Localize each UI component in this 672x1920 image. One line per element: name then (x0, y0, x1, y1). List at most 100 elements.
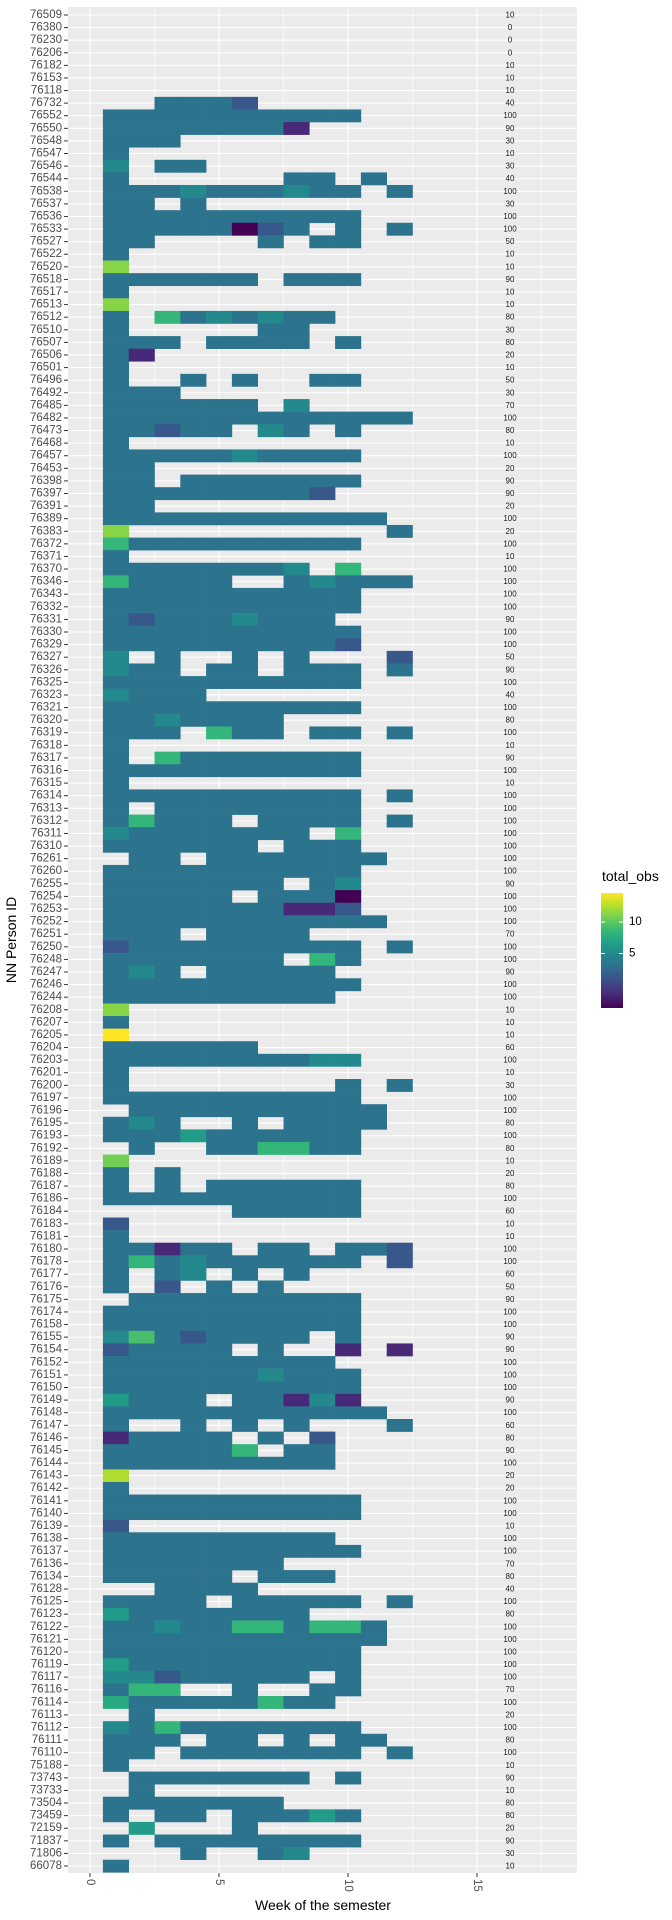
heatmap-tile (128, 1557, 155, 1571)
y-tick-label: 76457 (30, 450, 62, 462)
heatmap-tile (206, 915, 233, 929)
heatmap-tile (309, 1368, 336, 1382)
row-total-label: 20 (506, 464, 515, 473)
heatmap-tile (231, 827, 258, 841)
heatmap-tile (128, 109, 155, 123)
heatmap-tile (283, 1393, 310, 1407)
heatmap-tile (206, 1620, 233, 1634)
heatmap-tile (257, 449, 284, 463)
heatmap-tile (154, 953, 181, 966)
heatmap-tile (231, 701, 258, 715)
heatmap-tile (102, 1280, 129, 1294)
heatmap-tile (180, 839, 207, 853)
heatmap-tile (335, 210, 362, 224)
y-tick-label: 76147 (30, 1419, 62, 1431)
row-total-label: 90 (506, 879, 515, 888)
row-total-label: 90 (506, 753, 515, 762)
heatmap-tile (231, 1393, 258, 1407)
heatmap-tile (335, 625, 362, 639)
y-tick-label: 76501 (30, 362, 62, 374)
heatmap-tile (309, 235, 336, 249)
heatmap-tile (309, 915, 336, 929)
heatmap-tile (231, 965, 258, 979)
heatmap-tile (180, 1343, 207, 1357)
heatmap-tile (154, 1834, 181, 1848)
heatmap-tile (335, 1381, 362, 1395)
heatmap-tile (231, 1418, 258, 1432)
heatmap-tile (128, 499, 155, 513)
heatmap-tile (128, 688, 155, 702)
y-tick-label: 76316 (30, 765, 62, 777)
heatmap-tile (283, 1494, 310, 1508)
heatmap-tile (180, 713, 207, 727)
heatmap-tile (102, 1620, 129, 1634)
y-tick-label: 76512 (30, 311, 62, 323)
heatmap-tile (154, 1330, 181, 1344)
heatmap-tile (128, 1696, 155, 1709)
heatmap-tile (283, 1834, 310, 1848)
heatmap-tile (180, 1393, 207, 1407)
heatmap-tile (335, 1091, 362, 1105)
heatmap-tile (309, 638, 336, 652)
row-total-label: 50 (506, 1282, 515, 1291)
y-tick-label: 76153 (30, 72, 62, 84)
heatmap-tile (231, 562, 258, 576)
heatmap-tile (206, 1570, 233, 1583)
heatmap-tile (154, 1280, 181, 1294)
heatmap-tile (180, 96, 207, 110)
row-total-label: 20 (506, 1169, 515, 1178)
heatmap-tile (283, 663, 310, 677)
heatmap-tile (102, 524, 129, 538)
heatmap-tile (360, 172, 387, 186)
heatmap-tile (154, 1104, 181, 1118)
heatmap-tile (309, 1809, 336, 1823)
heatmap-tile (283, 600, 310, 614)
y-tick-label: 76317 (30, 752, 62, 764)
heatmap-tile (154, 1116, 181, 1130)
heatmap-tile (231, 1381, 258, 1395)
heatmap-tile (231, 625, 258, 639)
y-tick-label: 76329 (30, 639, 62, 651)
heatmap-tile (335, 1116, 362, 1130)
y-tick-label: 76323 (30, 689, 62, 701)
heatmap-tile (257, 827, 284, 841)
row-total-label: 40 (506, 690, 515, 699)
heatmap-tile (335, 827, 362, 841)
heatmap-tile (102, 1255, 129, 1269)
heatmap-tile (309, 801, 336, 815)
heatmap-tile (257, 1696, 284, 1709)
heatmap-tile (102, 965, 129, 979)
heatmap-tile (154, 122, 181, 135)
heatmap-tile (257, 1834, 284, 1848)
heatmap-tile (309, 701, 336, 715)
row-total-label: 100 (503, 1194, 517, 1203)
heatmap-tile (154, 1255, 181, 1269)
heatmap-tile (154, 411, 181, 425)
row-total-label: 100 (503, 1496, 517, 1505)
heatmap-tile (102, 474, 129, 488)
heatmap-tile (154, 587, 181, 601)
heatmap-tile (231, 1267, 258, 1281)
heatmap-tile (102, 789, 129, 803)
heatmap-tile (154, 852, 181, 866)
heatmap-tile (180, 789, 207, 803)
y-tick-label: 76154 (30, 1344, 63, 1356)
row-total-label: 100 (503, 842, 517, 851)
heatmap-tile (128, 462, 155, 475)
row-total-label: 90 (506, 615, 515, 624)
heatmap-tile (128, 222, 155, 236)
heatmap-tile (154, 336, 181, 349)
heatmap-tile (180, 1330, 207, 1344)
y-tick-label: 76192 (30, 1142, 62, 1154)
heatmap-tile (154, 512, 181, 526)
heatmap-tile (335, 1746, 362, 1760)
heatmap-tile (102, 1834, 129, 1848)
heatmap-tile (257, 625, 284, 639)
heatmap-tile (283, 1356, 310, 1369)
heatmap-tile (206, 575, 233, 589)
heatmap-tile (386, 1242, 413, 1256)
y-tick-label: 76122 (30, 1621, 62, 1633)
y-tick-label: 76346 (30, 576, 62, 588)
heatmap-tile (128, 1393, 155, 1407)
heatmap-tile (102, 197, 129, 211)
